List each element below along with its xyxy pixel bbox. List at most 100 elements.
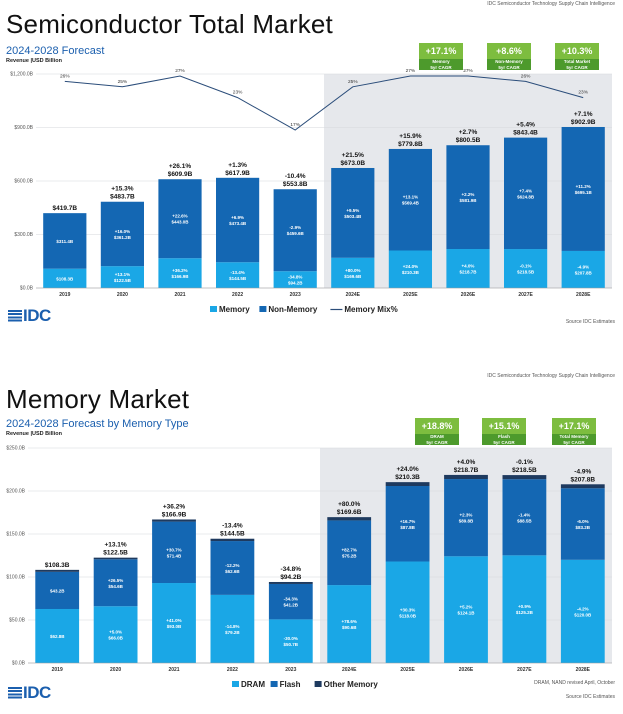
legend-label: DRAM (241, 680, 265, 689)
bar-segment-memory (100, 266, 144, 288)
bar-segment-flash (210, 541, 255, 595)
bar-segment-dram (152, 583, 196, 663)
bar-total-label: $609.9B (168, 171, 193, 178)
bar-total-label: $108.3B (45, 562, 70, 569)
y-tick-label: $1,200.0B (10, 72, 33, 78)
segment-value-label: $120.0B (574, 612, 592, 617)
bar-total-label: $617.9B (225, 170, 250, 177)
segment-growth-label: +41.0% (166, 618, 181, 623)
segment-growth-label: +30.7% (166, 547, 181, 552)
memory-mix-line (64, 75, 584, 131)
mix-point-label: 26% (521, 73, 531, 79)
footnote: DRAM, NAND revised April, October (534, 680, 615, 686)
bar-segment-other-memory (268, 581, 313, 584)
segment-value-label: $569.4B (402, 201, 420, 206)
cagr-label: Flash 5yr CAGR (482, 434, 526, 445)
segment-growth-label: -6.0% (577, 519, 589, 524)
bar-segment-non-memory (446, 145, 490, 249)
bar-segment-dram (327, 585, 372, 663)
bar-segment-dram (210, 594, 255, 663)
bar-total-label: $843.4B (513, 130, 538, 137)
bar-segment-other-memory (385, 482, 430, 487)
x-tick-label: 2021 (168, 667, 179, 673)
bar-total-label: $218.7B (454, 467, 479, 474)
segment-growth-label: -4.9% (577, 264, 589, 269)
idc-logo-mark (8, 310, 22, 322)
segment-growth-label: -2.9% (289, 225, 301, 230)
segment-value-label: $169.6B (344, 274, 362, 279)
segment-value-label: $54.6B (108, 584, 123, 589)
mix-point-label: 23% (578, 90, 588, 96)
bar-segment-other-memory (35, 569, 80, 572)
cagr-box-total-memory: +17.1% Total Memory 5yr CAGR (552, 418, 596, 445)
cagr-growth: +17.1% (552, 418, 596, 434)
chart-title: Semiconductor Total Market (6, 9, 333, 39)
bar-total-growth-label: -34.8% (280, 566, 301, 573)
bar-total-growth-label: +1.3% (228, 162, 247, 169)
segment-value-label: $94.2B (288, 281, 303, 286)
x-tick-label: 2027E (517, 667, 532, 673)
bar-total-label: $553.8B (283, 181, 308, 188)
legend-label: Flash (280, 680, 301, 689)
cagr-box-memory: +17.1% Memory 5yr CAGR (419, 43, 463, 70)
legend-swatch (210, 306, 217, 312)
bar-total-growth-label: +36.2% (163, 503, 185, 510)
x-tick-label: 2019 (59, 292, 70, 298)
segment-value-label: $118.0B (399, 613, 417, 618)
cagr-growth: +15.1% (482, 418, 526, 434)
bar-segment-memory (331, 257, 375, 288)
segment-value-label: $88.5B (517, 518, 532, 523)
semiconductor-total-market-panel: IDC Semiconductor Technology Supply Chai… (0, 0, 623, 335)
segment-growth-label: +5.0% (109, 630, 122, 635)
bar-total-label: $800.5B (456, 137, 481, 144)
legend-swatch (232, 681, 239, 687)
segment-growth-label: -30.0% (284, 636, 298, 641)
bar-total-label: $122.5B (103, 550, 128, 557)
bar-segment-flash (35, 571, 80, 609)
bar-segment-non-memory (100, 201, 144, 267)
y-tick-label: $150.0B (6, 532, 25, 538)
segment-growth-label: -34.8% (288, 275, 302, 280)
bar-total-growth-label: +2.7% (459, 129, 478, 136)
segment-growth-label: +26.5% (108, 578, 123, 583)
bar-total-growth-label: +24.0% (396, 466, 418, 473)
bar-total-growth-label: -13.4% (222, 523, 243, 530)
bar-segment-flash (385, 486, 430, 562)
cagr-box-flash: +15.1% Flash 5yr CAGR (482, 418, 526, 445)
bar-segment-dram (502, 555, 547, 663)
source-note: Source IDC Estimates (565, 319, 615, 325)
x-tick-label: 2019 (52, 667, 63, 673)
x-tick-label: 2025E (403, 292, 418, 298)
memory-stacked-bar-chart: $0.0B $50.0B $100.0B $150.0B $200.0B $250.0B $… (6, 446, 612, 689)
cagr-growth: +17.1% (419, 43, 463, 59)
x-tick-label: 2026E (461, 292, 476, 298)
segment-growth-label: +7.4% (519, 188, 532, 193)
bar-total-label: $166.9B (162, 511, 187, 518)
y-tick-label: $300.0B (14, 232, 33, 238)
segment-value-label: $624.8B (517, 194, 535, 199)
bar-segment-non-memory (273, 189, 317, 272)
bar-segment-flash (327, 520, 372, 586)
y-tick-label: $50.0B (9, 618, 26, 624)
segment-growth-label: -0.1% (520, 264, 532, 269)
bar-segment-memory (446, 248, 490, 288)
bar-segment-non-memory (216, 177, 260, 263)
bar-segment-dram (35, 608, 80, 663)
segment-value-label: $43.2B (50, 588, 65, 593)
segment-value-label: $87.8B (400, 525, 415, 530)
cagr-label: Total Memory 5yr CAGR (552, 434, 596, 445)
cagr-box-non-memory: +8.6% Non-Memory 5yr CAGR (487, 43, 531, 70)
segment-value-label: $62.6B (225, 569, 240, 574)
cagr-label: Total Market 5yr CAGR (555, 59, 599, 70)
bar-total-label: $902.9B (571, 119, 596, 126)
segment-value-label: $71.4B (167, 553, 182, 558)
segment-growth-label: +80.0% (345, 268, 360, 273)
bar-total-growth-label: +21.5% (342, 152, 364, 159)
header-note: IDC Semiconductor Technology Supply Chai… (487, 1, 615, 7)
x-tick-label: 2026E (459, 667, 474, 673)
x-tick-label: 2028E (576, 667, 591, 673)
segment-growth-label: +11.2% (576, 184, 591, 189)
memory-market-panel: IDC Semiconductor Technology Supply Chai… (0, 368, 623, 714)
x-tick-label: 2020 (117, 292, 128, 298)
chart-subtitle: 2024-2028 Forecast by Memory Type (6, 418, 189, 430)
